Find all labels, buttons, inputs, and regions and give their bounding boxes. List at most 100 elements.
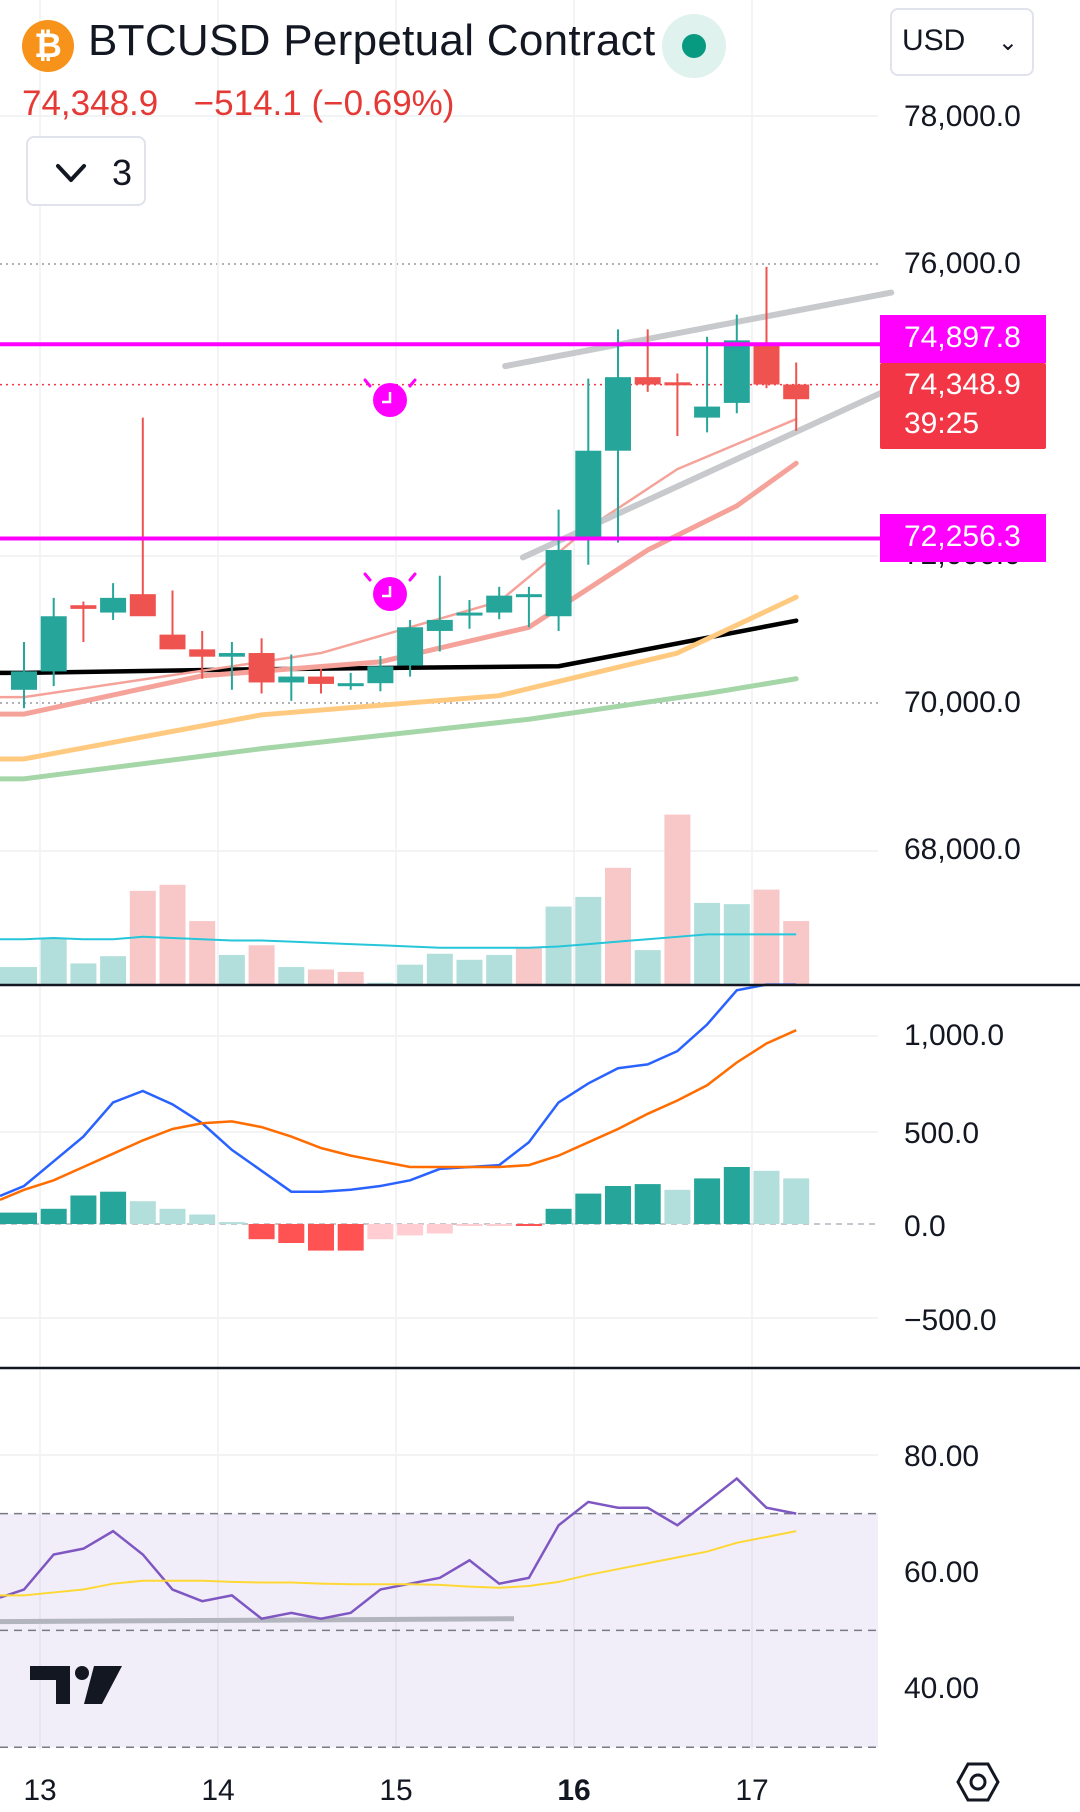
rsi-label-80: 80.00 xyxy=(904,1440,979,1473)
candle-body xyxy=(367,666,394,684)
candle-body xyxy=(11,671,37,690)
moving-average-line xyxy=(0,460,799,717)
volume-bar xyxy=(486,954,513,984)
candle-body xyxy=(129,594,156,617)
macd-label-1000: 1,000.0 xyxy=(904,1019,1004,1052)
trend-channel[interactable] xyxy=(502,289,895,561)
indicators-toggle-button[interactable]: 3 xyxy=(26,136,146,206)
macd-histogram-bar xyxy=(605,1186,631,1224)
candle-body xyxy=(515,594,542,598)
volume-bar xyxy=(694,902,721,984)
macd-histogram-bar xyxy=(486,1224,513,1226)
time-axis[interactable]: 13 14 15 16 17 xyxy=(23,1774,768,1807)
macd-histogram-bar xyxy=(0,1212,37,1224)
currency-value: USD xyxy=(902,24,966,57)
candle-body xyxy=(634,377,661,385)
volume-bar xyxy=(278,967,305,984)
time-label-15: 15 xyxy=(379,1774,412,1807)
volume-bar xyxy=(248,945,275,984)
macd-histogram-bar xyxy=(218,1222,245,1225)
rsi-label-40: 40.00 xyxy=(904,1672,979,1705)
signal-line xyxy=(0,1029,797,1201)
price-label-70000: 70,000.0 xyxy=(904,686,1021,719)
volume-bar xyxy=(723,904,750,984)
macd-histogram-bar xyxy=(575,1193,602,1224)
volume-bar xyxy=(664,814,691,984)
candle-body xyxy=(664,382,691,386)
alert-lines[interactable] xyxy=(0,342,880,611)
macd-histogram-bar xyxy=(694,1178,721,1224)
candle-body xyxy=(218,653,245,657)
candle-body xyxy=(605,377,631,451)
time-label-14: 14 xyxy=(201,1774,234,1807)
macd-histogram-bar xyxy=(634,1184,661,1224)
volume-bar xyxy=(0,967,37,984)
candle-body xyxy=(337,683,364,687)
market-status-icon[interactable] xyxy=(662,14,726,78)
volume-bar xyxy=(456,959,483,984)
price-axis[interactable]: 78,000.0 76,000.0 72,000.0 70,000.0 68,0… xyxy=(904,100,1021,866)
candle-body xyxy=(40,616,67,672)
macd-histogram-bar xyxy=(308,1224,334,1251)
volume-ma-line xyxy=(0,933,797,949)
alert-tag-high[interactable]: 74,897.8 xyxy=(880,315,1046,363)
pane-separators[interactable] xyxy=(0,983,1080,1370)
macd-histogram-bar xyxy=(426,1224,453,1234)
volume-bar xyxy=(40,938,67,984)
macd-histogram-bar xyxy=(40,1208,67,1224)
rsi-label-60: 60.00 xyxy=(904,1556,979,1589)
volume-bar xyxy=(308,969,334,984)
candles[interactable] xyxy=(11,266,810,709)
time-label-17: 17 xyxy=(735,1774,768,1807)
volume-bar xyxy=(70,963,97,984)
macd-histogram-bar xyxy=(367,1224,394,1240)
currency-select[interactable]: USD ⌄ xyxy=(890,8,1034,76)
candle-body xyxy=(70,605,97,609)
rsi-axis[interactable]: 80.00 60.00 40.00 xyxy=(904,1440,979,1705)
macd-histogram-bar xyxy=(397,1224,424,1236)
candle-body xyxy=(486,595,513,613)
rsi-trendline xyxy=(0,1616,515,1625)
volume-bar xyxy=(159,884,186,984)
volume-bar xyxy=(753,889,780,984)
alarm-clock-icon[interactable] xyxy=(363,572,417,611)
last-price: 74,348.9 xyxy=(22,84,159,123)
macd-histogram-bar xyxy=(337,1224,364,1251)
candle-body xyxy=(783,384,810,400)
candle-body xyxy=(753,344,780,385)
moving-average-line xyxy=(0,594,799,762)
tradingview-logo-icon[interactable] xyxy=(30,1660,122,1710)
alert-tag-high-label: 74,897.8 xyxy=(904,321,1021,354)
candle-body xyxy=(308,676,334,684)
alarm-clock-bells xyxy=(363,572,417,582)
macd-axis[interactable]: 1,000.0 500.0 0.0 −500.0 xyxy=(904,1019,1004,1337)
symbol-title[interactable]: BTCUSD Perpetual Contract xyxy=(88,16,656,65)
macd-histogram-bar xyxy=(100,1191,127,1224)
alert-tag-low-label: 72,256.3 xyxy=(904,520,1021,553)
macd-histogram-bar xyxy=(129,1201,156,1224)
channel-line xyxy=(502,289,895,370)
price-label-68000: 68,000.0 xyxy=(904,833,1021,866)
macd-histogram-bar xyxy=(278,1224,305,1243)
alert-tag-low[interactable]: 72,256.3 xyxy=(880,514,1046,562)
candle-body xyxy=(397,627,424,666)
candle-body xyxy=(100,597,127,613)
grid xyxy=(0,0,878,1750)
settings-icon[interactable] xyxy=(956,1760,1000,1804)
candle-body xyxy=(426,619,453,631)
candle-body xyxy=(575,450,602,539)
rsi-band xyxy=(0,1512,878,1748)
price-label-78000: 78,000.0 xyxy=(904,100,1021,133)
macd-histogram-bar xyxy=(70,1195,97,1224)
macd-label-0: 0.0 xyxy=(904,1210,946,1243)
volume-bar xyxy=(337,971,364,984)
chevron-down-icon xyxy=(56,164,86,182)
macd-histogram-bar xyxy=(783,1178,810,1224)
volume-bar xyxy=(605,867,631,984)
alarm-clock-icon[interactable] xyxy=(363,378,417,417)
time-label-16: 16 xyxy=(557,1774,590,1807)
macd-histogram-bar xyxy=(664,1189,691,1224)
candle-body xyxy=(545,550,572,617)
